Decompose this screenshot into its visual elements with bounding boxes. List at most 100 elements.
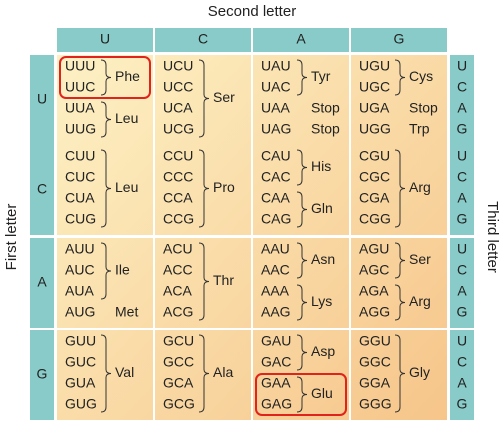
third-letter: C [457, 169, 467, 185]
brace [394, 334, 406, 413]
codon: AAC [261, 262, 290, 278]
amino-acid: Stop [311, 121, 340, 137]
column-header-bg [351, 28, 447, 52]
codon: CAA [261, 190, 290, 206]
amino-acid: Gly [409, 364, 430, 380]
third-letter: U [457, 58, 467, 74]
codon: UGC [359, 79, 390, 95]
first-letter: U [37, 91, 47, 107]
codon: ACG [163, 304, 193, 320]
codon: UUU [65, 58, 95, 74]
brace [100, 149, 112, 228]
codon: ACA [163, 283, 192, 299]
amino-acid: Pro [213, 179, 235, 195]
codon: UCA [163, 100, 193, 116]
brace [296, 334, 308, 371]
cell-bg [57, 238, 153, 328]
cell-bg [253, 145, 349, 235]
column-header: A [296, 31, 306, 47]
codon: GUA [65, 375, 96, 391]
codon: GGC [359, 354, 391, 370]
codon: CCU [163, 148, 193, 164]
codon: AAA [261, 283, 290, 299]
codon: GUU [65, 333, 96, 349]
codon: CGC [359, 169, 390, 185]
codon: CUU [65, 148, 95, 164]
amino-acid: Val [115, 364, 134, 380]
brace [198, 242, 210, 321]
amino-acid: Glu [311, 385, 333, 401]
column-header: C [198, 31, 208, 47]
first-letter: A [37, 274, 47, 290]
title: Second letter [208, 3, 296, 20]
amino-acid: Asp [311, 343, 335, 359]
codon: ACU [163, 241, 193, 257]
first-letter-bg [30, 145, 54, 235]
cell-bg [253, 238, 349, 328]
column-header: U [100, 31, 110, 47]
third-letter: C [457, 262, 467, 278]
codon: ACC [163, 262, 193, 278]
codon: GUC [65, 354, 96, 370]
amino-acid: Stop [311, 100, 340, 116]
cell-bg [351, 330, 447, 420]
codon: GCA [163, 375, 194, 391]
codon: UAG [261, 121, 291, 137]
brace [100, 101, 112, 138]
third-letter: A [457, 100, 467, 116]
third-letter: G [457, 121, 468, 137]
codon: GAU [261, 333, 291, 349]
amino-acid: Tyr [311, 68, 331, 84]
brace [394, 59, 406, 96]
brace [394, 284, 406, 321]
amino-acid: Trp [409, 121, 430, 137]
codon: AGC [359, 262, 389, 278]
brace [296, 376, 308, 413]
third-letter-bg [450, 55, 474, 145]
brace [296, 149, 308, 186]
amino-acid: His [311, 158, 331, 174]
third-letter: C [457, 354, 467, 370]
column-header: G [394, 31, 405, 47]
codon: AGA [359, 283, 389, 299]
column-header-bg [57, 28, 153, 52]
codon: AAU [261, 241, 290, 257]
highlight-box [59, 56, 151, 99]
column-header-bg [155, 28, 251, 52]
brace [394, 242, 406, 279]
cell-bg [155, 238, 251, 328]
brace [296, 284, 308, 321]
cell-bg [57, 55, 153, 145]
brace [198, 149, 210, 228]
codon: CUA [65, 190, 95, 206]
cell-bg [253, 55, 349, 145]
codon: UAU [261, 58, 291, 74]
codon: AUA [65, 283, 94, 299]
codon: GGU [359, 333, 391, 349]
codon: CGA [359, 190, 390, 206]
amino-acid: Gln [311, 200, 333, 216]
brace [198, 334, 210, 413]
codon: AGG [359, 304, 390, 320]
codon: CCA [163, 190, 193, 206]
amino-acid: Arg [409, 293, 431, 309]
first-letter: G [37, 366, 48, 382]
codon: UAC [261, 79, 291, 95]
codon: UGA [359, 100, 390, 116]
codon: AGU [359, 241, 389, 257]
amino-acid: Phe [115, 68, 140, 84]
amino-acid: Ser [409, 251, 431, 267]
codon: CCG [163, 211, 194, 227]
first-letter-bg [30, 330, 54, 420]
codon: UGU [359, 58, 390, 74]
brace [394, 149, 406, 228]
amino-acid: Ile [115, 262, 130, 278]
codon: GCU [163, 333, 194, 349]
codon: UUC [65, 79, 95, 95]
codon: CGU [359, 148, 390, 164]
codon: GAG [261, 396, 292, 412]
amino-acid: Lys [311, 293, 332, 309]
codon: GAA [261, 375, 291, 391]
amino-acid: Arg [409, 179, 431, 195]
third-letter: U [457, 333, 467, 349]
